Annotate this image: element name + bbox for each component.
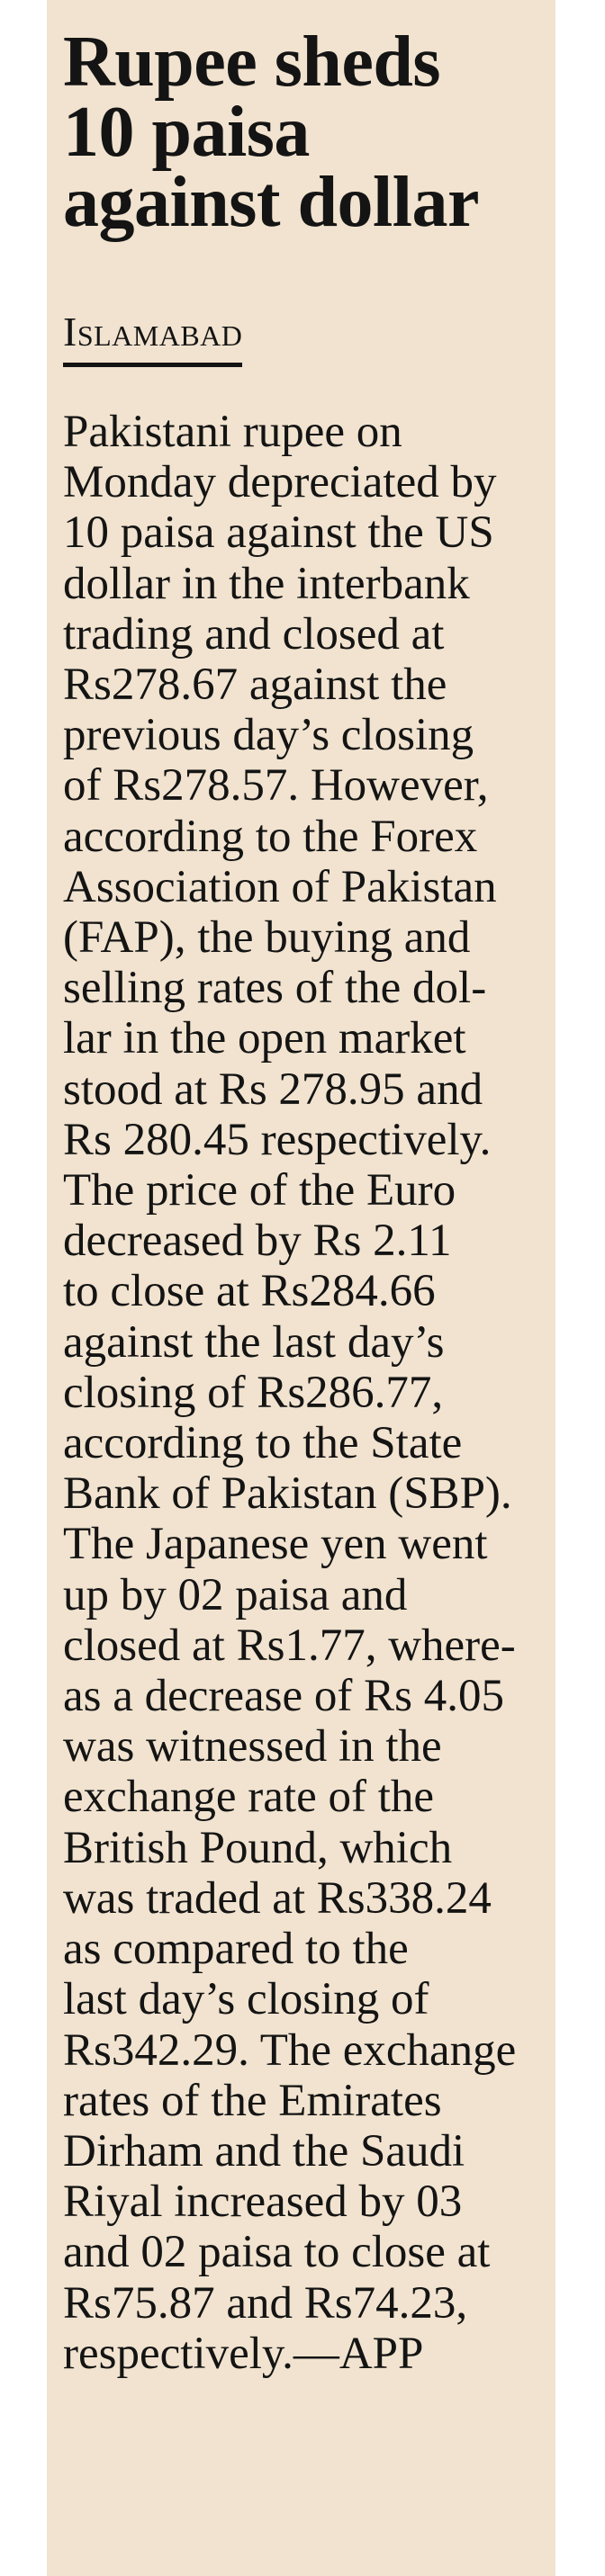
body-line: Pakistani rupee on [63,407,402,457]
body-line: Rs342.29. The exchange [63,2024,517,2076]
body-line: Bank of Pakistan (SBP). [63,1468,512,1520]
headline-line: 10 paisa [63,93,310,172]
headline-line: Rupee sheds [63,22,441,102]
body-line: 10 paisa against the US [63,507,494,559]
body-line: British Pound, which [63,1822,453,1873]
body-line: The Japanese yen went [63,1519,488,1570]
body-line: decreased by Rs 2.11 [63,1216,452,1267]
body-line: against the last day’s [63,1316,445,1368]
body-line: previous day’s closing [63,710,474,761]
body-line: was traded at Rs338.24 [63,1872,492,1924]
body-line: closing of Rs286.77, [63,1367,444,1418]
body-line: according to the Forex [63,811,478,862]
body-line: up by 02 paisa and [63,1569,408,1620]
body-line: Rs 280.45 respectively. [63,1114,492,1165]
body-line: dollar in the interbank [63,558,470,609]
body-line: The price of the Euro [63,1165,456,1216]
body-line: Association of Pakistan [63,861,497,912]
body-line: to close at Rs284.66 [63,1266,436,1317]
body-line: closed at Rs1.77, where- [63,1620,516,1671]
headline: Rupee sheds 10 paisa against dollar [63,22,555,242]
body-line: exchange rate of the [63,1772,435,1823]
headline-line: against dollar [63,163,479,242]
body-line: and 02 paisa to close at [63,2227,491,2278]
body-line: respectively.—APP [63,2328,424,2379]
body-line: according to the State [63,1418,463,1469]
body-line: was witnessed in the [63,1721,442,1773]
body-line: lar in the open market [63,1013,466,1064]
body-line: as a decrease of Rs 4.05 [63,1671,504,1722]
body-line: Dirham and the Saudi [63,2125,465,2177]
article-body: Pakistani rupee on Monday depreciated by 1… [63,407,555,2379]
body-line: rates of the Emirates [63,2075,442,2126]
body-line: of Rs278.57. However, [63,760,489,812]
body-line: as compared to the [63,1924,409,1975]
body-line: Rs75.87 and Rs74.23, [63,2277,468,2329]
body-line: Rs278.67 against the [63,660,447,711]
body-line: selling rates of the dol- [63,963,487,1014]
body-line: (FAP), the buying and [63,912,471,964]
article-panel: Rupee sheds 10 paisa against dollar Islama… [47,0,555,2576]
body-line: trading and closed at [63,608,445,660]
body-line: Monday depreciated by [63,457,497,508]
body-line: last day’s closing of [63,1974,429,2025]
body-line: stood at Rs 278.95 and [63,1064,483,1115]
dateline: Islamabad [63,308,243,367]
body-line: Riyal increased by 03 [63,2177,463,2228]
